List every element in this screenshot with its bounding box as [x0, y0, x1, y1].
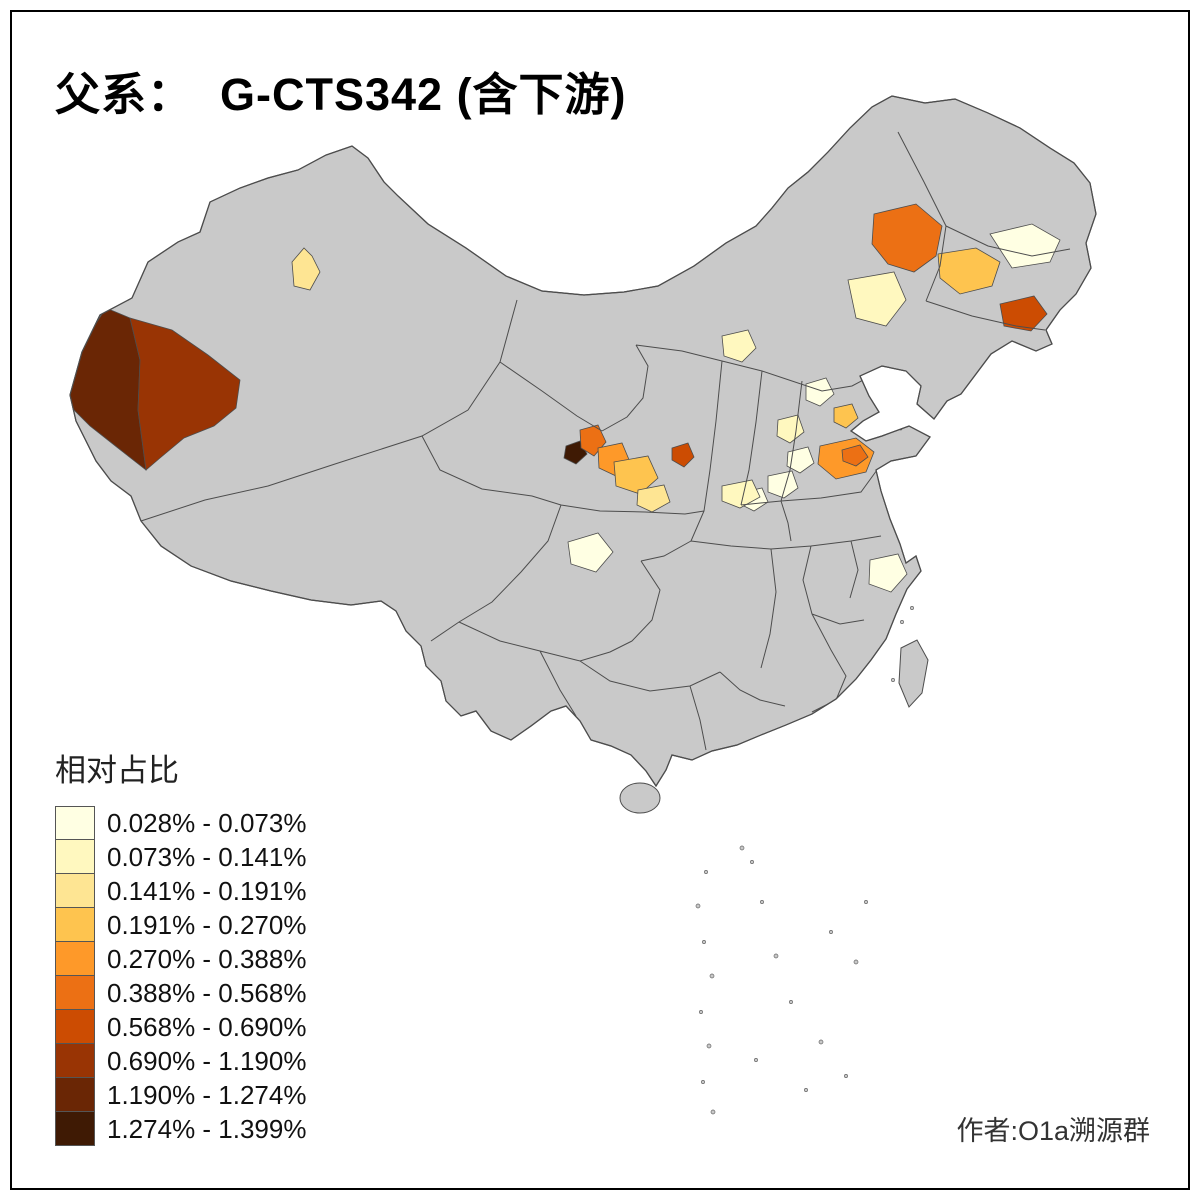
legend-swatch: [55, 806, 95, 840]
legend-label: 0.388% - 0.568%: [107, 977, 307, 1008]
legend-label: 0.141% - 0.191%: [107, 875, 307, 906]
hainan-island: [619, 782, 661, 814]
legend-swatch: [55, 908, 95, 942]
legend-title: 相对占比: [55, 753, 179, 788]
legend-row: 0.690% - 1.190%: [55, 1044, 306, 1078]
map-region: [129, 317, 241, 471]
map-region: [833, 403, 859, 429]
map-region: [567, 532, 614, 573]
map-region: [841, 444, 869, 467]
legend-swatch: [55, 1010, 95, 1044]
map-region: [671, 442, 695, 468]
legend-label: 0.073% - 0.141%: [107, 841, 307, 872]
map-region: [805, 377, 835, 407]
legend: 相对占比 0.028% - 0.073% 0.073% - 0.141% 0.141…: [55, 745, 306, 1146]
legend-label: 0.191% - 0.270%: [107, 909, 307, 940]
legend-rows: 0.028% - 0.073% 0.073% - 0.141% 0.141% - 0…: [55, 806, 306, 1146]
legend-row: 0.568% - 0.690%: [55, 1010, 306, 1044]
legend-row: 1.190% - 1.274%: [55, 1078, 306, 1112]
map-region: [786, 446, 815, 474]
legend-label: 0.028% - 0.073%: [107, 807, 307, 838]
legend-swatch: [55, 1078, 95, 1112]
map-region: [291, 247, 321, 291]
map-region: [871, 203, 943, 273]
map-region: [989, 223, 1061, 269]
map-region: [721, 479, 761, 509]
legend-label: 0.568% - 0.690%: [107, 1011, 307, 1042]
legend-row: 0.270% - 0.388%: [55, 942, 306, 976]
legend-swatch: [55, 942, 95, 976]
south-china-sea-islands: [695, 606, 914, 1115]
map-region: [937, 247, 1001, 295]
legend-swatch: [55, 976, 95, 1010]
legend-row: 0.028% - 0.073%: [55, 806, 306, 840]
map-region: [868, 553, 908, 593]
legend-swatch: [55, 1112, 95, 1146]
legend-label: 1.190% - 1.274%: [107, 1079, 307, 1110]
author-credit: 作者:O1a溯源群: [956, 1116, 1150, 1146]
legend-label: 0.690% - 1.190%: [107, 1045, 307, 1076]
map-region: [613, 455, 659, 495]
legend-label: 1.274% - 1.399%: [107, 1113, 307, 1144]
map-region: [721, 329, 757, 363]
page-title: 父系： G-CTS342 (含下游): [55, 69, 627, 120]
legend-row: 1.274% - 1.399%: [55, 1112, 306, 1146]
legend-row: 0.388% - 0.568%: [55, 976, 306, 1010]
taiwan-island: [898, 639, 929, 708]
map-region: [847, 271, 907, 327]
map-region: [879, 395, 917, 431]
legend-row: 0.073% - 0.141%: [55, 840, 306, 874]
legend-swatch: [55, 874, 95, 908]
province-borders: [140, 131, 1071, 751]
map-region: [636, 484, 671, 513]
legend-row: 0.191% - 0.270%: [55, 908, 306, 942]
legend-swatch: [55, 1044, 95, 1078]
legend-swatch: [55, 840, 95, 874]
map-region: [999, 295, 1048, 332]
map-region: [767, 470, 799, 499]
legend-row: 0.141% - 0.191%: [55, 874, 306, 908]
colored-regions: [70, 203, 1061, 593]
legend-label: 0.270% - 0.388%: [107, 943, 307, 974]
